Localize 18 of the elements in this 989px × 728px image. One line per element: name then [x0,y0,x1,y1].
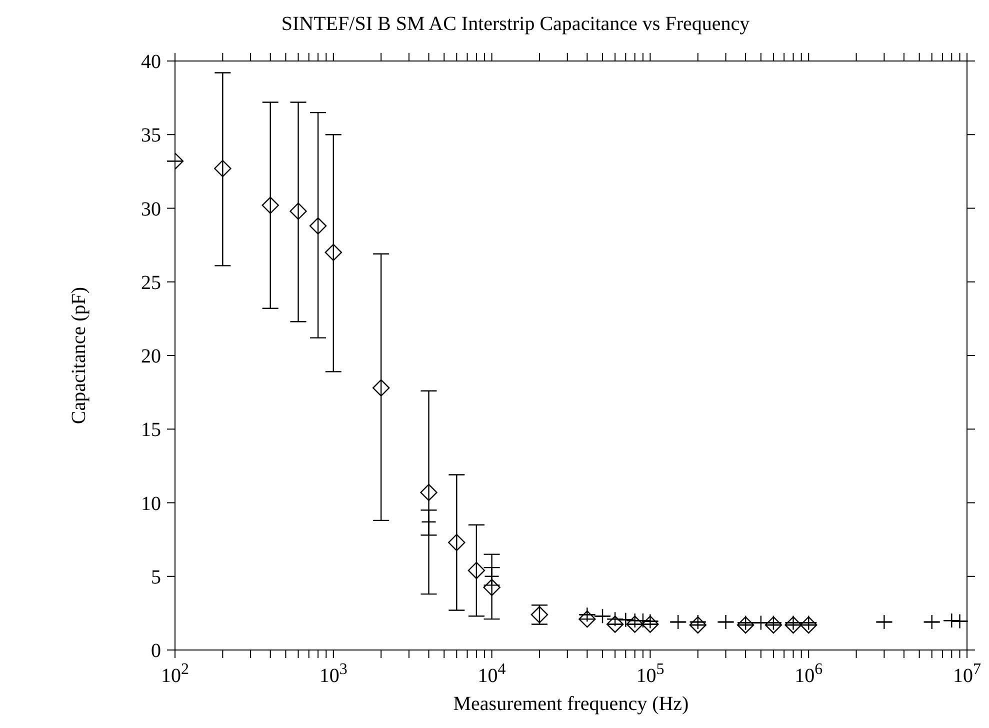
y-tick-label: 10 [141,492,161,515]
y-tick-label: 5 [151,566,161,588]
x-tick-label: 10$^{4}$ [478,660,506,687]
y-tick-label: 20 [141,346,161,368]
x-tick-label: 10$^{3}$ [319,660,348,687]
y-tick-label: 30 [141,198,161,220]
chart-title: SINTEF/SI B SM AC Interstrip Capacitance vs Frequency [281,13,750,35]
x-tick-label: 10$^{7}$ [953,660,981,687]
y-tick-label: 0 [151,640,161,662]
x-tick-label: 10$^{5}$ [636,660,664,687]
y-tick-label: 40 [141,51,161,73]
y-tick-label: 15 [141,419,161,442]
x-tick-label: 10$^{6}$ [794,660,823,687]
x-tick-label: 10$^{2}$ [161,660,189,687]
x-axis-title: Measurement frequency (Hz) [453,693,689,715]
y-tick-label: 25 [141,272,161,294]
y-tick-label: 35 [141,124,161,147]
y-axis-title: Capacitance (pF) [68,286,90,424]
